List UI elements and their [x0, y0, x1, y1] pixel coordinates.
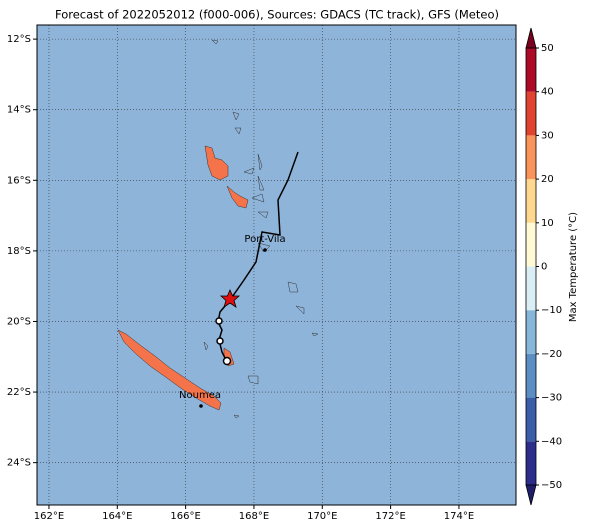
colorbar-tick-label: −20: [541, 349, 562, 360]
y-tick-label: 18°S: [7, 246, 31, 257]
y-tick-label: 14°S: [7, 105, 31, 116]
x-tick-label: 166°E: [170, 511, 200, 522]
malekula: [226, 185, 249, 209]
colorbar-bin: [526, 179, 536, 223]
land: [117, 39, 319, 419]
colorbar-bin: [526, 91, 536, 136]
colorbar-bin: [526, 441, 536, 485]
colorbar-tick-label: −10: [541, 305, 562, 316]
y-tick-label: 16°S: [7, 175, 31, 186]
x-tick-label: 168°E: [239, 511, 269, 522]
y-tick-label: 20°S: [7, 316, 31, 327]
colorbar-tick-label: 40: [541, 87, 554, 98]
ocean: [37, 25, 516, 505]
x-tick-label: 174°E: [444, 511, 474, 522]
colorbar-tick-label: 10: [541, 218, 554, 229]
tc-track: [215, 151, 299, 366]
track-point: [215, 317, 223, 325]
colorbar-bin: [526, 222, 536, 267]
x-tick-label: 170°E: [307, 511, 337, 522]
colorbar-bin: [526, 353, 536, 398]
x-tick-label: 164°E: [102, 511, 132, 522]
colorbar-extend: [525, 27, 537, 49]
map-frame: [36, 24, 517, 506]
city-dot: [199, 404, 203, 408]
city-dot: [263, 248, 267, 252]
colorbar-extend: [525, 484, 537, 506]
colorbar-tick-label: −30: [541, 393, 562, 404]
colorbar-bin: [526, 266, 536, 311]
colorbar-tick-label: 0: [541, 262, 547, 273]
colorbar-bin: [526, 135, 536, 180]
colorbar-label: Max Temperature (°C): [568, 212, 579, 322]
city-label: Port-Vila: [244, 234, 285, 245]
track-point: [216, 337, 224, 345]
y-tick-label: 22°S: [7, 387, 31, 398]
colorbar-tick-label: −40: [541, 436, 562, 447]
colorbar-bin: [526, 397, 536, 442]
y-tick-label: 24°S: [7, 458, 31, 469]
x-tick-label: 162°E: [34, 511, 64, 522]
small-islands: [203, 39, 319, 419]
espiritu-santo: [204, 145, 229, 181]
colorbar-tick-label: −50: [541, 480, 562, 491]
new-caledonia: [117, 329, 222, 411]
city-label: Noumea: [179, 390, 221, 401]
colorbar-tick-label: 20: [541, 174, 554, 185]
colorbar: −50 −40 −30 −20 −10 0 10 20 30 40 50: [525, 27, 562, 506]
x-tick-label: 172°E: [375, 511, 405, 522]
colorbar-tick-label: 30: [541, 130, 554, 141]
track-point: [222, 356, 232, 366]
colorbar-tick-label: 50: [541, 43, 554, 54]
colorbar-bin: [526, 310, 536, 354]
colorbar-bin: [526, 48, 536, 92]
map: Port-Vila Noumea: [36, 24, 517, 506]
title: Forecast of 2022052012 (f000-006), Sourc…: [55, 8, 499, 22]
y-tick-label: 12°S: [7, 34, 31, 45]
tc-position: [219, 288, 241, 308]
